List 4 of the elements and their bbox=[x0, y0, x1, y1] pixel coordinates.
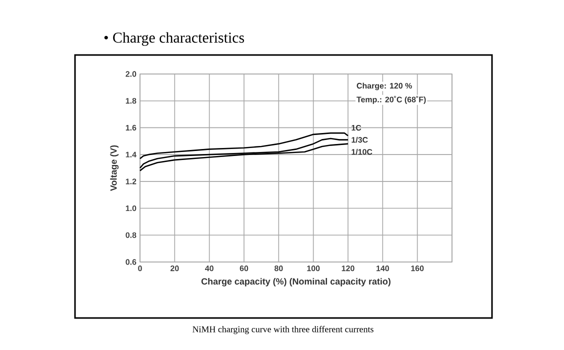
y-axis-title: Voltage (V) bbox=[110, 145, 119, 192]
x-axis-title: Charge capacity (%) (Nominal capacity ratio) bbox=[201, 278, 390, 286]
chart-title: • Charge characteristics bbox=[104, 32, 244, 46]
text: NiMH charging curve with three different currents bbox=[192, 326, 374, 334]
